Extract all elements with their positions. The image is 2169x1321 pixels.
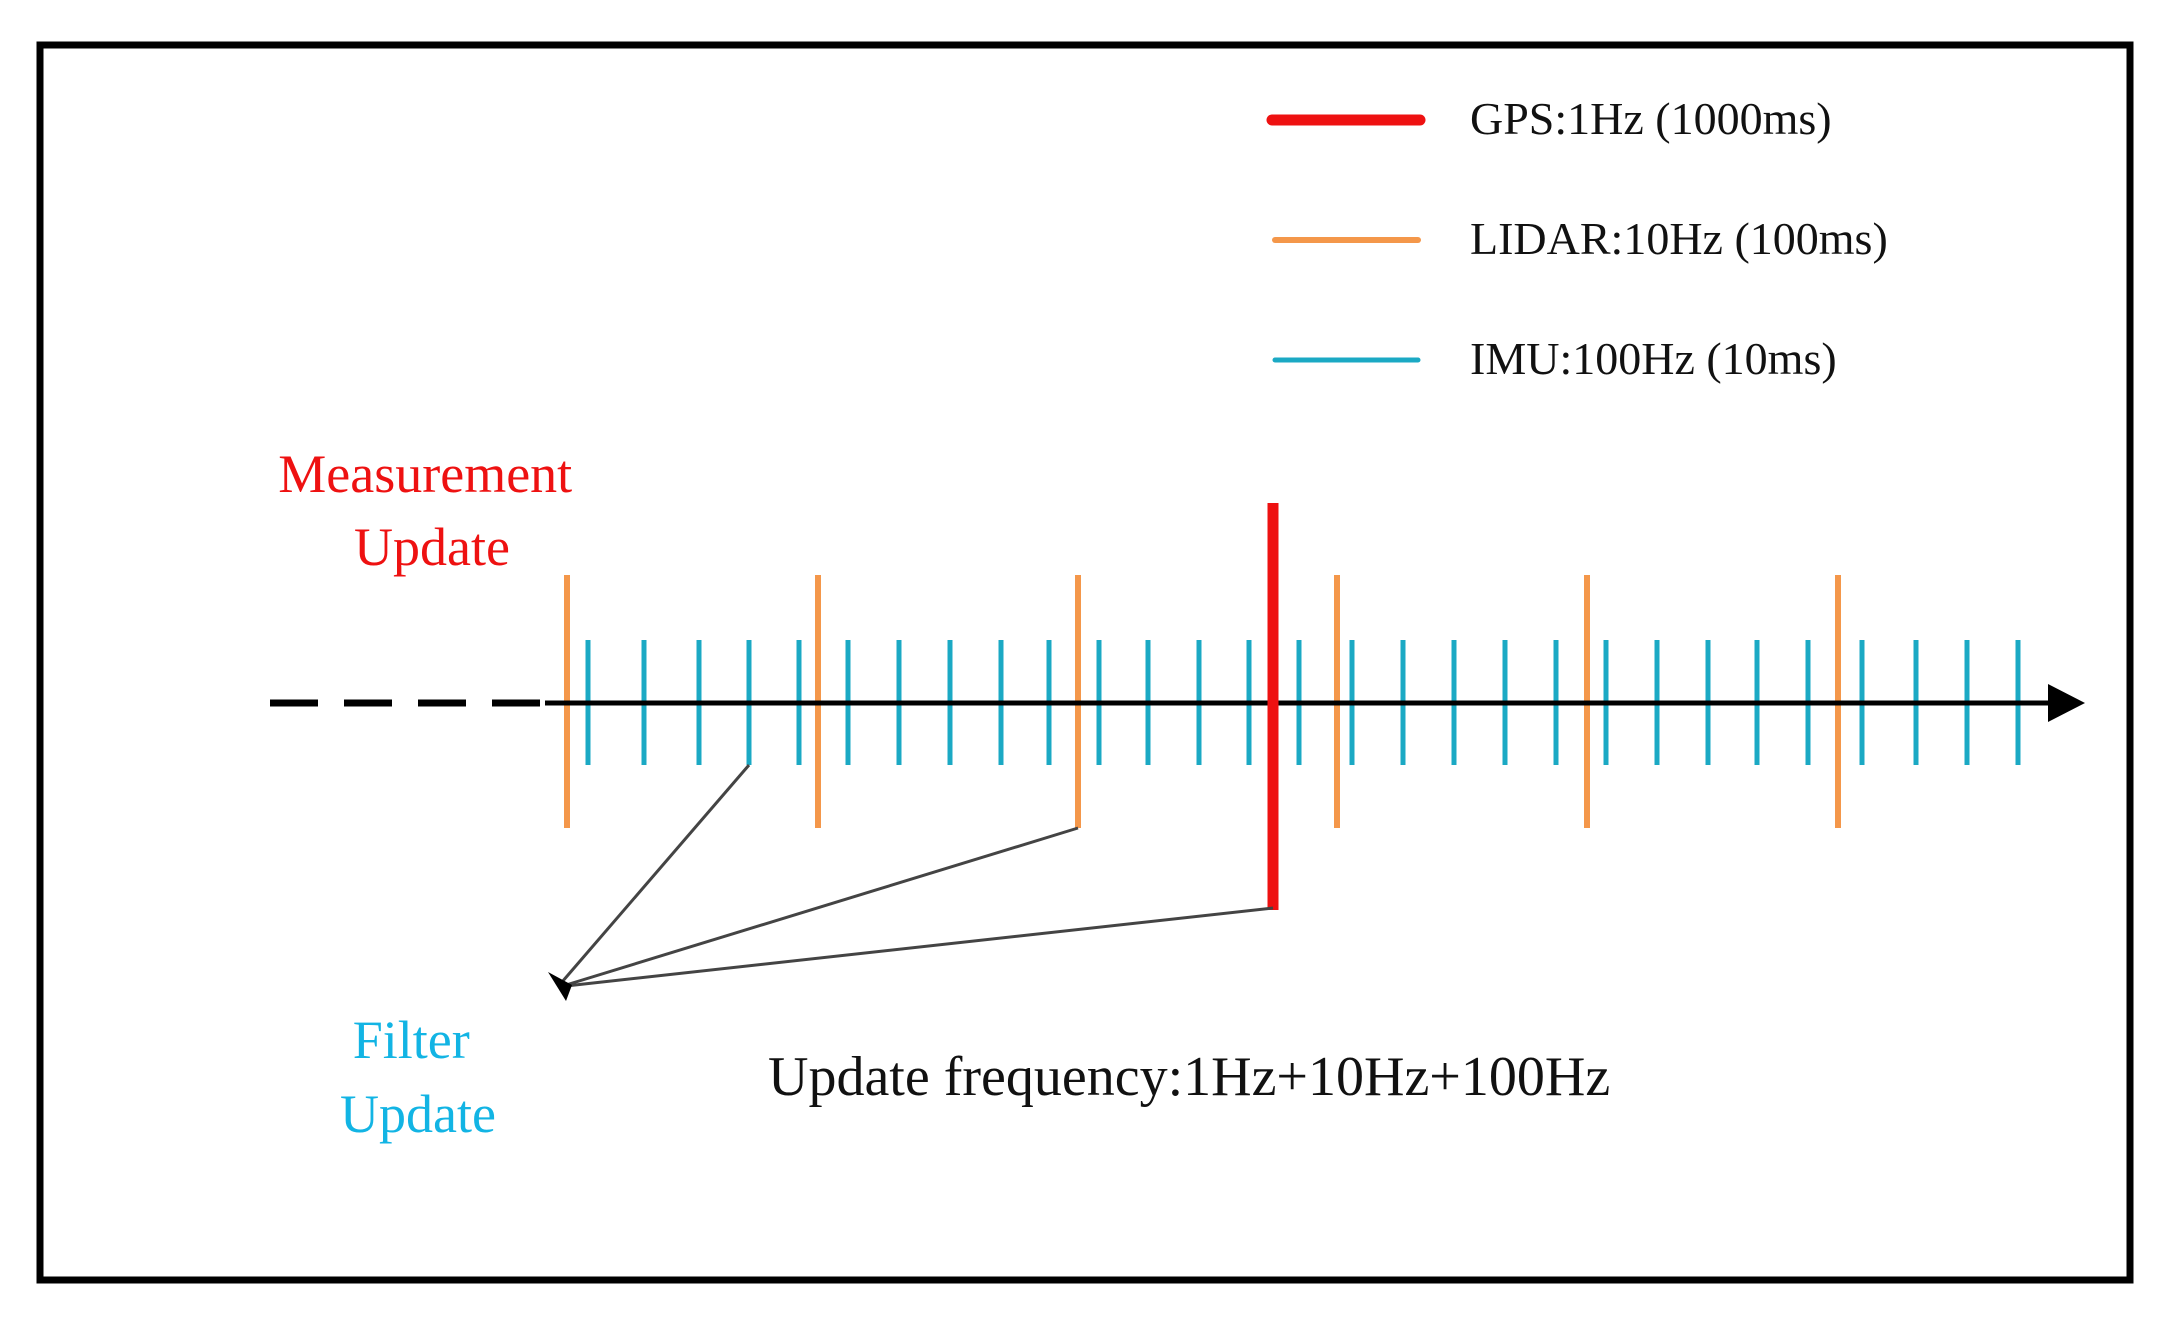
- filter-label-line1: Filter: [353, 1010, 470, 1070]
- measurement-label-line2: Update: [354, 517, 510, 577]
- arrow-from-imu: [560, 764, 751, 983]
- legend-lidar-label: LIDAR:10Hz (100ms): [1470, 213, 1888, 264]
- measurement-label-line1: Measurement: [278, 444, 572, 504]
- update-frequency-label: Update frequency:1Hz+10Hz+100Hz: [768, 1046, 1610, 1108]
- filter-update-label: Filter Update: [340, 1010, 496, 1144]
- filter-update-arrows: [548, 764, 1274, 1001]
- diagram-border: [36, 41, 2134, 1284]
- legend: GPS:1Hz (1000ms) LIDAR:10Hz (100ms) IMU:…: [1266, 93, 1888, 384]
- time-axis: [270, 684, 2085, 722]
- legend-imu-label: IMU:100Hz (10ms): [1470, 333, 1837, 384]
- filter-arrowhead: [548, 972, 572, 1001]
- axis-arrowhead: [2048, 684, 2085, 722]
- arrow-from-lidar: [565, 826, 1079, 987]
- filter-label-line2: Update: [340, 1084, 496, 1144]
- arrow-from-gps: [565, 906, 1274, 988]
- legend-gps-label: GPS:1Hz (1000ms): [1470, 93, 1832, 144]
- measurement-update-label: Measurement Update: [278, 444, 585, 577]
